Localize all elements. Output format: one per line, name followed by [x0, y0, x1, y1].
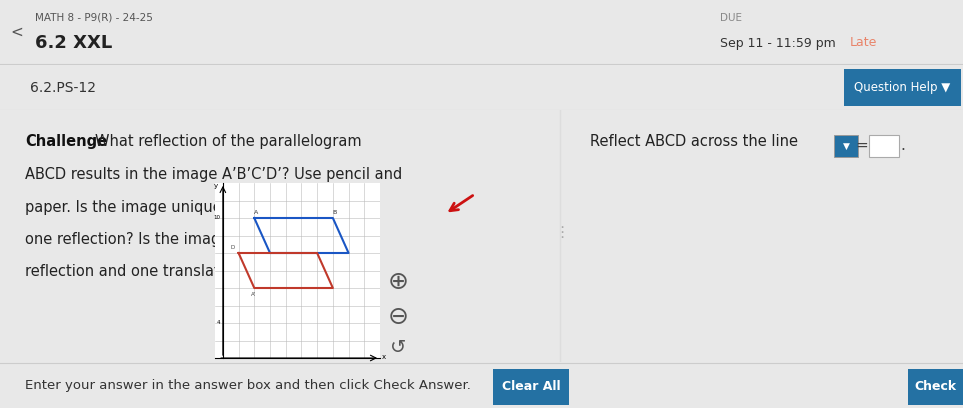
Text: ⊕: ⊕	[387, 270, 408, 294]
Text: =: =	[855, 137, 869, 153]
Text: one reflection? Is the image unique using one: one reflection? Is the image unique usin…	[25, 232, 361, 247]
Text: Late: Late	[850, 36, 877, 49]
Text: 10: 10	[214, 215, 221, 220]
Text: Enter your answer in the answer box and then click Check Answer.: Enter your answer in the answer box and …	[25, 379, 471, 392]
Text: Sep 11 - 11:59 pm: Sep 11 - 11:59 pm	[720, 36, 836, 49]
Text: Question Help ▼: Question Help ▼	[854, 81, 950, 94]
Text: Check: Check	[914, 381, 956, 393]
Text: ⋮: ⋮	[555, 224, 570, 239]
Text: <: <	[10, 24, 23, 40]
Text: ▼: ▼	[843, 142, 849, 151]
Text: 4: 4	[217, 319, 221, 325]
Text: Challenge: Challenge	[25, 134, 107, 149]
Text: ↺: ↺	[390, 339, 406, 357]
FancyBboxPatch shape	[493, 369, 569, 405]
FancyBboxPatch shape	[908, 369, 963, 405]
Text: MATH 8 - P9(R) - 24-25: MATH 8 - P9(R) - 24-25	[35, 13, 153, 23]
Text: D: D	[231, 245, 235, 251]
Text: ⊖: ⊖	[387, 305, 408, 329]
Text: reflection and one translation?: reflection and one translation?	[25, 264, 249, 279]
FancyBboxPatch shape	[844, 69, 961, 106]
Text: y: y	[214, 183, 219, 189]
Text: paper. Is the image unique using only: paper. Is the image unique using only	[25, 200, 301, 215]
Text: What reflection of the parallelogram: What reflection of the parallelogram	[95, 134, 362, 149]
Text: Reflect ABCD across the line: Reflect ABCD across the line	[590, 134, 798, 149]
Text: x: x	[381, 354, 386, 360]
Text: A: A	[254, 211, 258, 215]
Text: 6.2.PS-12: 6.2.PS-12	[30, 81, 96, 95]
FancyBboxPatch shape	[834, 135, 858, 157]
Text: DUE: DUE	[720, 13, 742, 23]
Text: .: .	[900, 137, 905, 153]
Text: 6.2 XXL: 6.2 XXL	[35, 34, 113, 52]
FancyBboxPatch shape	[869, 135, 899, 157]
Text: A': A'	[251, 292, 256, 297]
Text: Clear All: Clear All	[502, 381, 560, 393]
Text: ABCD results in the image A’B’C’D’? Use pencil and: ABCD results in the image A’B’C’D’? Use …	[25, 167, 403, 182]
Text: B: B	[333, 211, 337, 215]
